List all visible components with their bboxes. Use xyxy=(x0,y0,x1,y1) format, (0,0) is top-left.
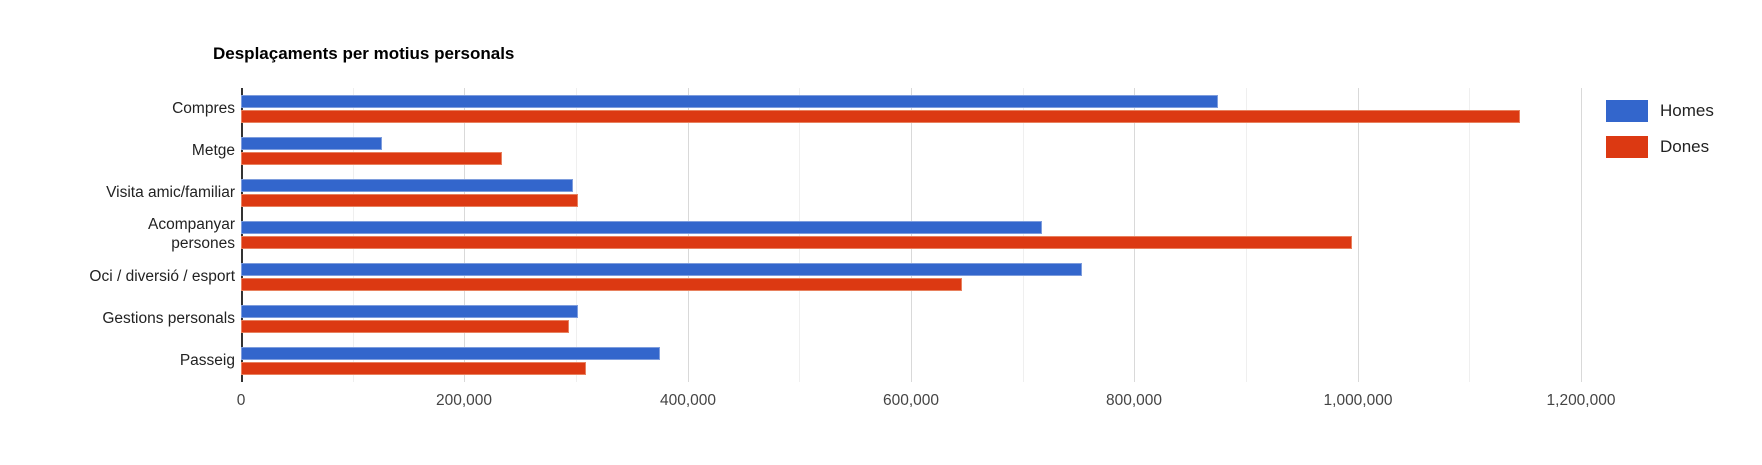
bar-dones-3[interactable] xyxy=(241,194,578,207)
category-label: Oci / diversió / esport xyxy=(89,268,235,285)
x-tick-label: 600,000 xyxy=(882,392,940,409)
bar-homes-5[interactable] xyxy=(241,263,1082,276)
x-tick-label: 400,000 xyxy=(659,392,717,409)
category-label: Compres xyxy=(172,100,235,117)
category-label: Visita amic/familiar xyxy=(106,184,235,201)
bar-dones-2[interactable] xyxy=(241,152,502,165)
bar-homes-6[interactable] xyxy=(241,305,578,318)
category-label: Metge xyxy=(191,142,235,159)
bar-homes-4[interactable] xyxy=(241,221,1042,234)
minor-gridline xyxy=(1022,88,1024,382)
minor-gridline xyxy=(352,88,354,382)
major-gridline xyxy=(1357,88,1359,382)
plot-area xyxy=(241,88,1601,382)
major-gridline xyxy=(687,88,689,382)
major-gridline xyxy=(464,88,466,382)
minor-gridline xyxy=(799,88,801,382)
y-axis-baseline xyxy=(241,88,243,382)
major-gridline xyxy=(1581,88,1582,382)
bar-dones-7[interactable] xyxy=(241,362,586,375)
bar-dones-5[interactable] xyxy=(241,278,962,291)
legend-swatch-icon xyxy=(1606,136,1648,158)
chart-title: Desplaçaments per motius personals xyxy=(213,44,515,63)
legend-label: Dones xyxy=(1660,137,1710,156)
minor-gridline xyxy=(576,88,577,382)
legend-swatch-icon xyxy=(1606,100,1648,122)
legend-entry-dones: Dones xyxy=(1606,136,1714,158)
minor-gridline xyxy=(1246,88,1247,382)
bar-homes-2[interactable] xyxy=(241,137,382,150)
major-gridline xyxy=(1134,88,1136,382)
legend-entry-homes: Homes xyxy=(1606,100,1714,122)
x-tick-label: 1,000,000 xyxy=(1323,392,1393,409)
x-tick-label: 200,000 xyxy=(435,392,493,409)
category-label: Acompanyar persones xyxy=(147,216,235,252)
bar-dones-6[interactable] xyxy=(241,320,569,333)
x-tick-label: 800,000 xyxy=(1105,392,1163,409)
category-label: Gestions personals xyxy=(102,310,235,327)
bar-dones-4[interactable] xyxy=(241,236,1352,249)
minor-gridline xyxy=(1469,88,1471,382)
bar-dones-1[interactable] xyxy=(241,110,1520,123)
legend: Homes Dones xyxy=(1606,100,1714,158)
category-label: Passeig xyxy=(179,352,235,369)
x-tick-label: 1,200,000 xyxy=(1546,392,1616,409)
bar-homes-1[interactable] xyxy=(241,95,1218,108)
legend-label: Homes xyxy=(1660,101,1714,120)
x-tick-label: 0 xyxy=(236,392,246,409)
bar-homes-3[interactable] xyxy=(241,179,573,192)
bar-homes-7[interactable] xyxy=(241,347,660,360)
major-gridline xyxy=(911,88,912,382)
